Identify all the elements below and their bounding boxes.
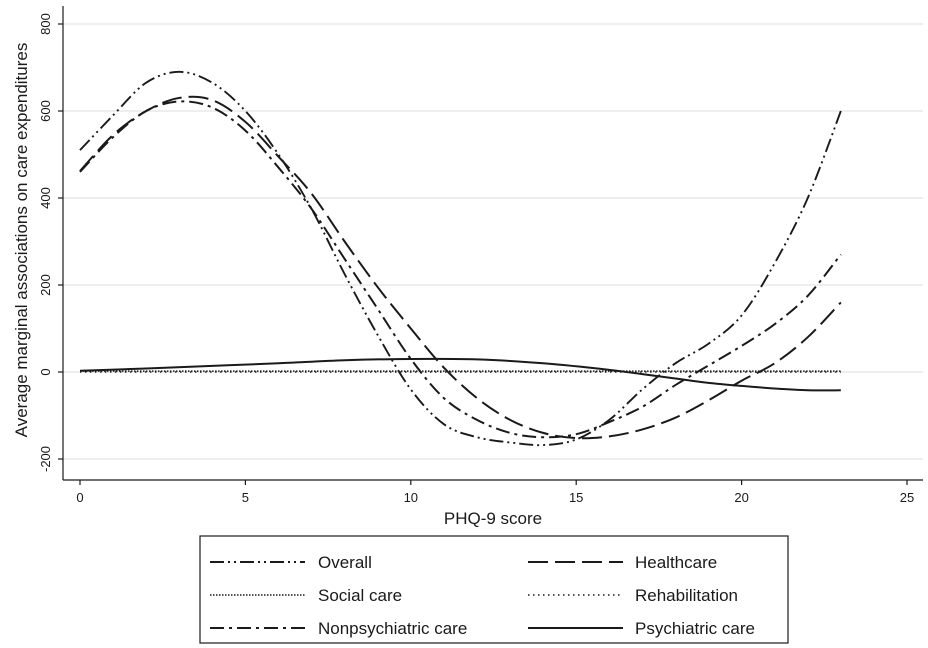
series-line-healthcare bbox=[79, 95, 842, 440]
legend-label-healthcare: Healthcare bbox=[635, 553, 717, 572]
plot-area bbox=[63, 23, 923, 460]
x-tick-label-3: 15 bbox=[569, 490, 583, 505]
legend-label-rehabilitation: Rehabilitation bbox=[635, 586, 738, 605]
y-tick-label-0: -200 bbox=[38, 446, 53, 472]
x-tick-label-1: 5 bbox=[242, 490, 249, 505]
x-tick-label-2: 10 bbox=[404, 490, 418, 505]
y-tick-label-2: 200 bbox=[38, 274, 53, 296]
x-tick-label-5: 25 bbox=[900, 490, 914, 505]
series-line-overall bbox=[79, 70, 842, 447]
legend-label-psychiatric-care: Psychiatric care bbox=[635, 619, 755, 638]
y-tick-label-4: 600 bbox=[38, 100, 53, 122]
y-tick-label-5: 800 bbox=[38, 13, 53, 35]
y-tick-label-3: 400 bbox=[38, 187, 53, 209]
legend-label-overall: Overall bbox=[318, 553, 372, 572]
x-tick-label-0: 0 bbox=[76, 490, 83, 505]
legend-label-nonpsychiatric-care: Nonpsychiatric care bbox=[318, 619, 467, 638]
legend-label-social-care: Social care bbox=[318, 586, 402, 605]
y-axis-title: Average marginal associations on care ex… bbox=[12, 43, 31, 438]
series-line-psychiatric-care bbox=[79, 357, 841, 392]
series-line-nonpsychiatric-care bbox=[79, 100, 842, 439]
axes: -200 0 200 400 600 800 0 5 10 15 20 25 bbox=[38, 6, 923, 505]
y-tick-label-1: 0 bbox=[38, 368, 53, 375]
x-axis-title: PHQ-9 score bbox=[444, 509, 542, 528]
legend-box bbox=[199, 535, 789, 644]
legend: Overall Healthcare Social care Rehabilitati… bbox=[199, 535, 789, 644]
x-tick-label-4: 20 bbox=[734, 490, 748, 505]
